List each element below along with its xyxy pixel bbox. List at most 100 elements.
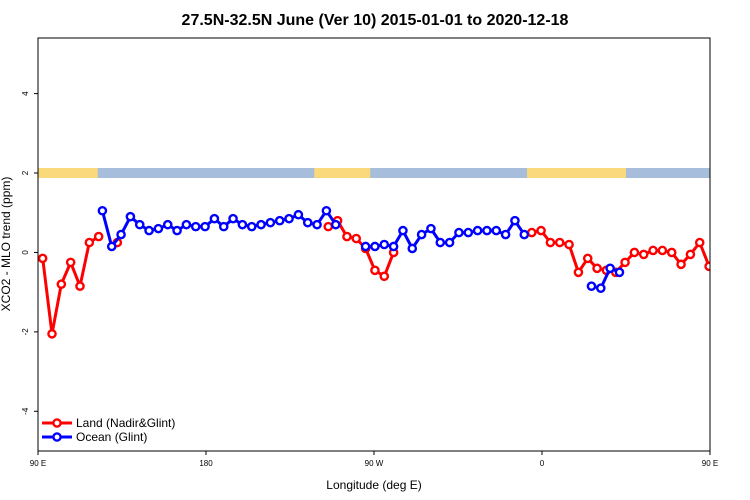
series-0-point-21: [573, 267, 584, 278]
series-0-point-31: [666, 247, 677, 258]
series-1-point-5: [144, 225, 154, 236]
series-0-point-28: [638, 249, 649, 260]
series-1-point-33: [426, 223, 436, 234]
series-1-point-7: [162, 219, 173, 230]
series-0-point-26: [620, 257, 630, 268]
series-1-point-35: [444, 237, 455, 248]
series-0-line-0: [41, 235, 100, 336]
series-1: [97, 205, 625, 293]
y-tick-label-3: 2: [21, 170, 30, 175]
y-tick-label-0: -4: [21, 407, 30, 415]
series-0-point-32: [676, 259, 686, 270]
x-tick-label-2: 90 W: [365, 459, 384, 468]
series-1-point-19: [274, 215, 285, 226]
legend-land-label: Land (Nadir&Glint): [76, 416, 175, 430]
series-1-point-41: [500, 229, 511, 240]
series-0-point-35: [704, 261, 710, 272]
series-0-point-22: [582, 253, 593, 264]
series-1-point-45: [596, 283, 606, 293]
series-1-point-14: [228, 213, 238, 224]
series-1-point-13: [218, 221, 229, 232]
series-0-point-10: [342, 231, 352, 242]
series-0-point-23: [592, 263, 602, 274]
series-0-point-37: [724, 261, 731, 268]
series-0-point-33: [685, 249, 696, 260]
series-1-point-34: [435, 237, 446, 248]
series-0-point-11: [351, 233, 362, 244]
y-tick-label-4: 4: [21, 91, 30, 96]
series-0-point-8: [323, 221, 334, 232]
series-1-point-18: [265, 217, 276, 228]
series-0-point-36: [715, 261, 722, 268]
legend: Land (Nadir&Glint) Ocean (Glint): [42, 416, 175, 444]
series-0: [38, 215, 740, 339]
series-0-point-3: [65, 257, 76, 268]
y-axis: -4 -2 0 2 4: [21, 91, 38, 415]
series-1-point-10: [190, 221, 201, 232]
series-0-point-2: [56, 279, 67, 290]
series-layer: [38, 205, 740, 339]
y-axis-label: XCO2 - MLO trend (ppm): [0, 177, 13, 312]
series-1-point-22: [302, 217, 313, 228]
series-1-point-12: [209, 213, 220, 224]
x-axis: 90 E 180 90 W 0 90 E: [30, 451, 718, 468]
series-1-point-28: [379, 239, 390, 250]
series-0-point-0: [38, 253, 48, 264]
series-0-point-16: [526, 227, 537, 238]
series-0-point-17: [536, 225, 546, 236]
series-0-line-3: [531, 229, 710, 274]
series-1-point-23: [312, 219, 322, 230]
series-1-point-17: [256, 219, 266, 230]
series-1-point-11: [200, 221, 210, 232]
y-tick-label-2: 0: [21, 250, 30, 255]
series-1-point-6: [153, 223, 164, 234]
land-ocean-band: [38, 168, 750, 179]
series-1-point-15: [237, 219, 248, 230]
series-1-point-47: [614, 267, 625, 278]
series-1-point-21: [293, 209, 304, 220]
series-1-point-2: [116, 229, 126, 240]
x-axis-label: Longitude (deg E): [326, 478, 421, 492]
land-band-segment-3: [742, 168, 750, 178]
series-1-point-1: [106, 241, 117, 252]
land-band-segment-2: [527, 168, 626, 179]
series-0-point-18: [545, 237, 556, 248]
series-1-point-20: [284, 213, 294, 224]
series-0-point-27: [629, 247, 640, 258]
series-1-point-38: [472, 225, 483, 236]
legend-ocean-label: Ocean (Glint): [76, 430, 147, 444]
series-1-point-24: [321, 205, 332, 216]
series-1-point-44: [586, 281, 597, 291]
series-1-point-36: [454, 227, 464, 238]
series-0-point-29: [648, 245, 658, 256]
x-tick-label-1: 180: [199, 459, 213, 468]
series-1-point-4: [134, 219, 145, 230]
series-1-point-32: [416, 229, 427, 240]
series-0-point-13: [370, 265, 380, 276]
series-1-point-16: [246, 221, 257, 232]
x-tick-label-4: 90 E: [702, 459, 718, 468]
series-0-point-30: [657, 245, 668, 256]
plot-area: [37, 37, 750, 452]
land-band-segment-0: [38, 168, 98, 179]
series-1-point-46: [605, 263, 615, 274]
series-0-point-34: [694, 237, 705, 248]
series-0-point-1: [47, 329, 57, 339]
x-tick-label-3: 0: [540, 459, 545, 468]
series-1-point-29: [388, 241, 399, 252]
series-0-point-19: [554, 237, 565, 248]
series-1-point-39: [482, 225, 492, 236]
series-1-point-0: [97, 205, 108, 216]
series-1-point-27: [370, 241, 380, 252]
series-0-point-38: [733, 257, 740, 264]
series-1-point-9: [181, 219, 192, 230]
series-0-point-5: [84, 237, 95, 248]
series-1-point-42: [510, 215, 520, 226]
series-1-point-26: [360, 241, 371, 252]
series-1-point-3: [125, 211, 136, 222]
land-band-segment-1: [314, 168, 371, 179]
legend-land-marker: [52, 418, 62, 428]
series-1-point-40: [491, 225, 502, 236]
series-1-point-8: [172, 225, 182, 236]
